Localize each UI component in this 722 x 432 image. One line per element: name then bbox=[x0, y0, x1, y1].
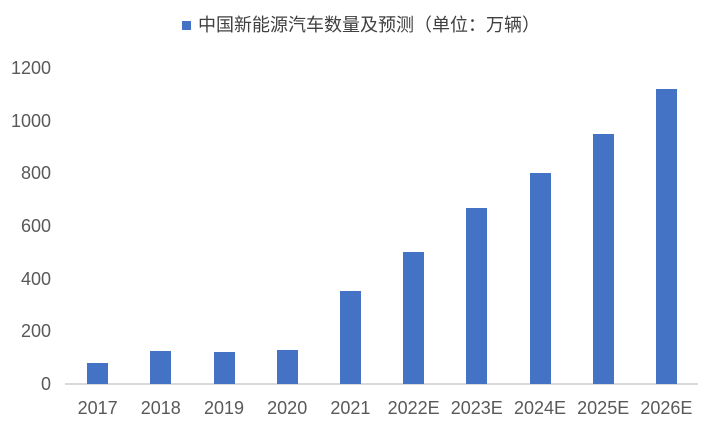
x-axis-label: 2023E bbox=[450, 398, 503, 418]
bar-2017 bbox=[87, 363, 109, 384]
y-axis-label: 800 bbox=[20, 163, 51, 184]
y-axis-label: 400 bbox=[20, 268, 51, 289]
bar-2025E bbox=[592, 134, 614, 384]
bar-2020 bbox=[276, 350, 298, 384]
bar-2024E bbox=[529, 173, 551, 384]
x-axis-line bbox=[65, 383, 698, 385]
legend-label: 中国新能源汽车数量及预测（单位：万辆） bbox=[198, 15, 540, 35]
legend-swatch-icon bbox=[182, 20, 191, 30]
y-axis-label: 1000 bbox=[10, 110, 51, 131]
x-axis-label: 2019 bbox=[203, 398, 245, 418]
plot-area bbox=[66, 68, 698, 384]
y-axis-label: 200 bbox=[20, 321, 51, 342]
y-axis-label: 600 bbox=[20, 216, 51, 236]
x-axis-label: 2024E bbox=[513, 398, 567, 418]
x-axis-label: 2020 bbox=[267, 398, 308, 418]
bar-2018 bbox=[150, 351, 172, 384]
x-axis-label: 2026E bbox=[640, 398, 693, 418]
x-axis-label: 2017 bbox=[77, 398, 118, 418]
chart-legend: 中国新能源汽车数量及预测（单位：万辆） bbox=[0, 14, 722, 36]
x-axis-label: 2021 bbox=[330, 398, 371, 418]
x-axis-label: 2022E bbox=[387, 398, 440, 418]
bar-2022E bbox=[403, 252, 425, 384]
x-axis-label: 2018 bbox=[140, 398, 181, 418]
bar-2023E bbox=[466, 208, 488, 384]
bar-2026E bbox=[655, 89, 677, 384]
y-axis-label: 0 bbox=[40, 374, 51, 394]
y-axis-label: 1200 bbox=[10, 58, 51, 78]
x-axis-label: 2025E bbox=[577, 398, 630, 418]
bar-2019 bbox=[213, 352, 235, 384]
bar-2021 bbox=[339, 291, 361, 384]
